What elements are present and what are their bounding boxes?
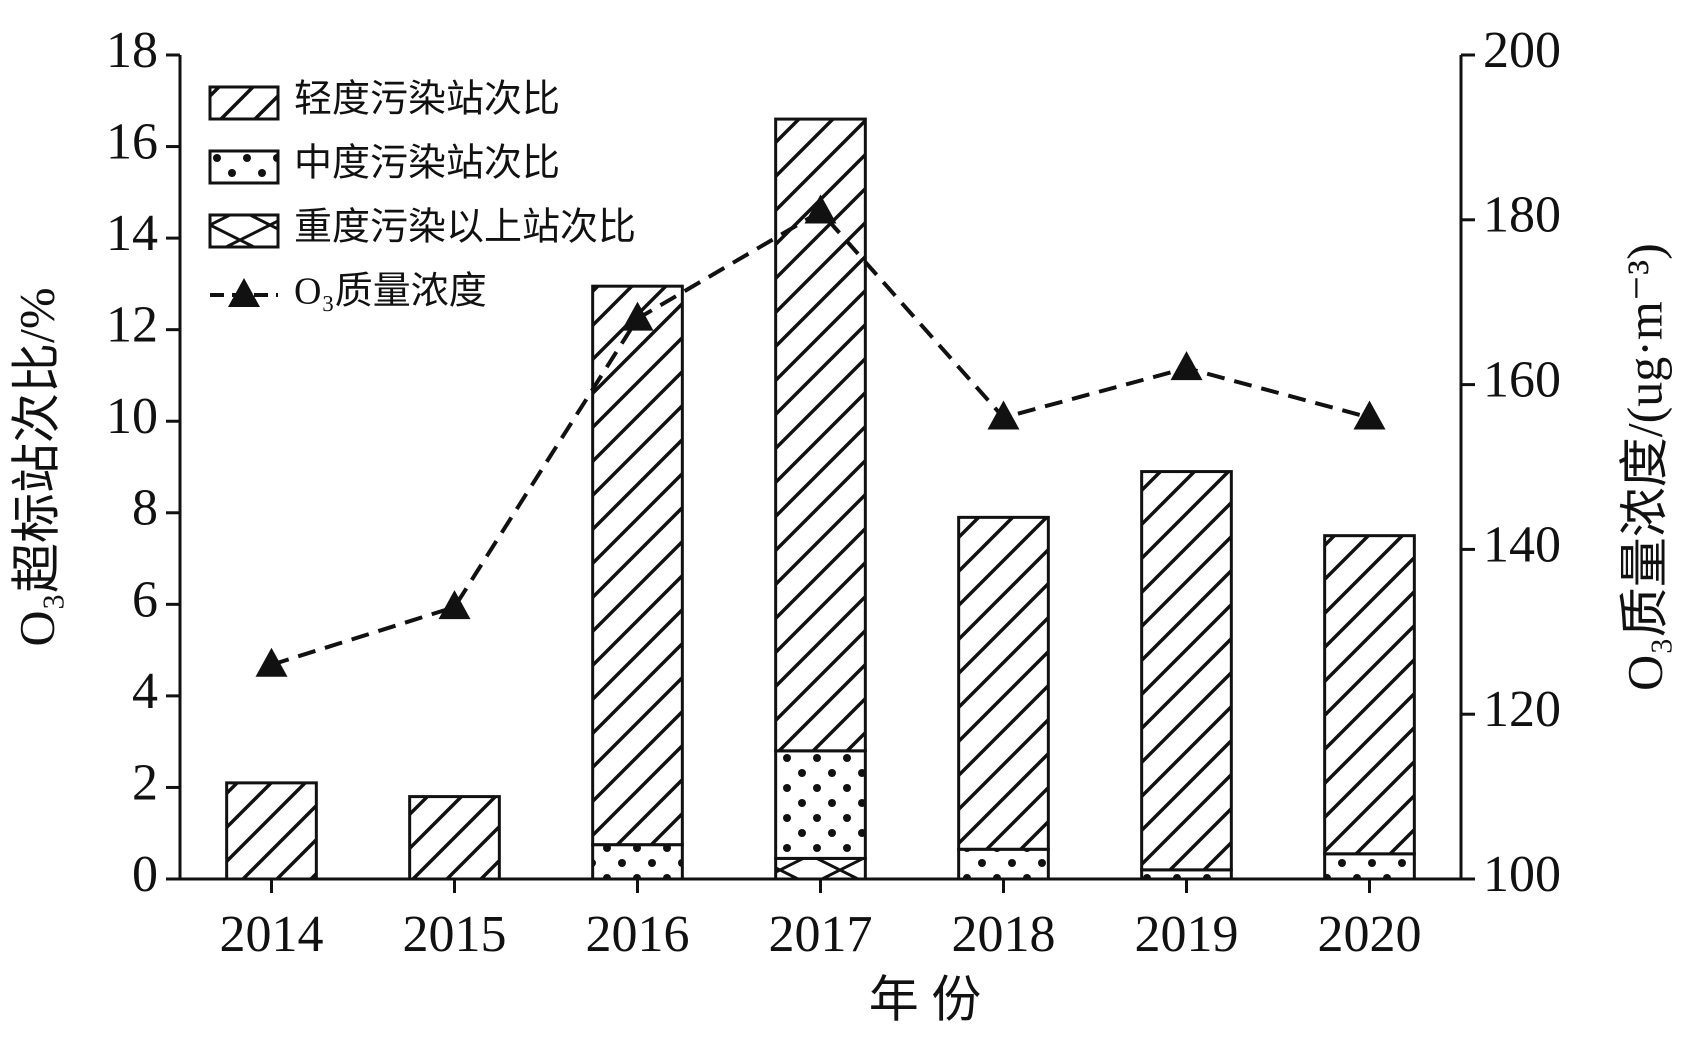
line-marker: [1170, 351, 1203, 381]
legend-label: 中度污染站次比: [294, 143, 560, 185]
bar-segment: [225, 781, 318, 881]
legend-label: O₃质量浓度: [294, 271, 487, 313]
y-tick-label: 18: [106, 22, 158, 79]
bar-segment: [1323, 534, 1416, 856]
y2-tick-label: 120: [1483, 681, 1561, 738]
y-tick-label: 4: [132, 663, 158, 720]
y2-tick-label: 200: [1483, 22, 1561, 79]
bar-segment: [591, 284, 684, 847]
legend-swatch: [208, 213, 280, 249]
legend-swatch: [208, 149, 280, 185]
y-tick-label: 14: [106, 205, 158, 262]
x-tick-label: 2016: [586, 906, 690, 963]
y-axis-title: O₃超标站次比/%: [8, 287, 64, 646]
line-marker: [804, 194, 837, 224]
bar-segment: [957, 847, 1050, 881]
y-tick-label: 8: [132, 480, 158, 537]
x-tick-label: 2015: [403, 906, 507, 963]
x-tick-label: 2019: [1135, 906, 1239, 963]
x-tick-label: 2017: [769, 906, 873, 963]
x-tick-label: 2018: [952, 906, 1056, 963]
legend-swatch: [208, 85, 280, 121]
y-tick-label: 2: [132, 754, 158, 811]
x-tick-label: 2014: [220, 906, 324, 963]
bar-segment: [591, 843, 684, 881]
legend-label: 重度污染以上站次比: [294, 207, 636, 249]
bar-segment: [774, 749, 867, 860]
y2-axis-title: O₃质量浓度/(ug·m⁻³): [1616, 243, 1672, 691]
y-tick-label: 6: [132, 571, 158, 628]
bar-segment: [957, 515, 1050, 851]
bar-segment: [1140, 470, 1233, 872]
y2-tick-label: 160: [1483, 352, 1561, 409]
y-tick-label: 12: [106, 297, 158, 354]
line-marker: [438, 590, 471, 620]
line-marker: [621, 301, 654, 331]
x-tick-label: 2020: [1318, 906, 1422, 963]
legend-marker: [228, 278, 260, 307]
y-tick-label: 0: [132, 846, 158, 903]
y2-tick-label: 140: [1483, 516, 1561, 573]
y2-tick-label: 180: [1483, 187, 1561, 244]
bar-segment: [774, 117, 867, 753]
bar-segment: [1323, 852, 1416, 881]
legend-label: 轻度污染站次比: [294, 79, 560, 121]
y2-tick-label: 100: [1483, 846, 1561, 903]
bar-segment: [774, 856, 867, 881]
y-tick-label: 10: [106, 388, 158, 445]
x-axis-title: 年 份: [869, 971, 982, 1027]
y-tick-label: 16: [106, 113, 158, 170]
bar-segment: [408, 795, 501, 881]
line-marker: [255, 647, 288, 677]
line-marker: [987, 400, 1020, 430]
line-marker: [1353, 400, 1386, 430]
